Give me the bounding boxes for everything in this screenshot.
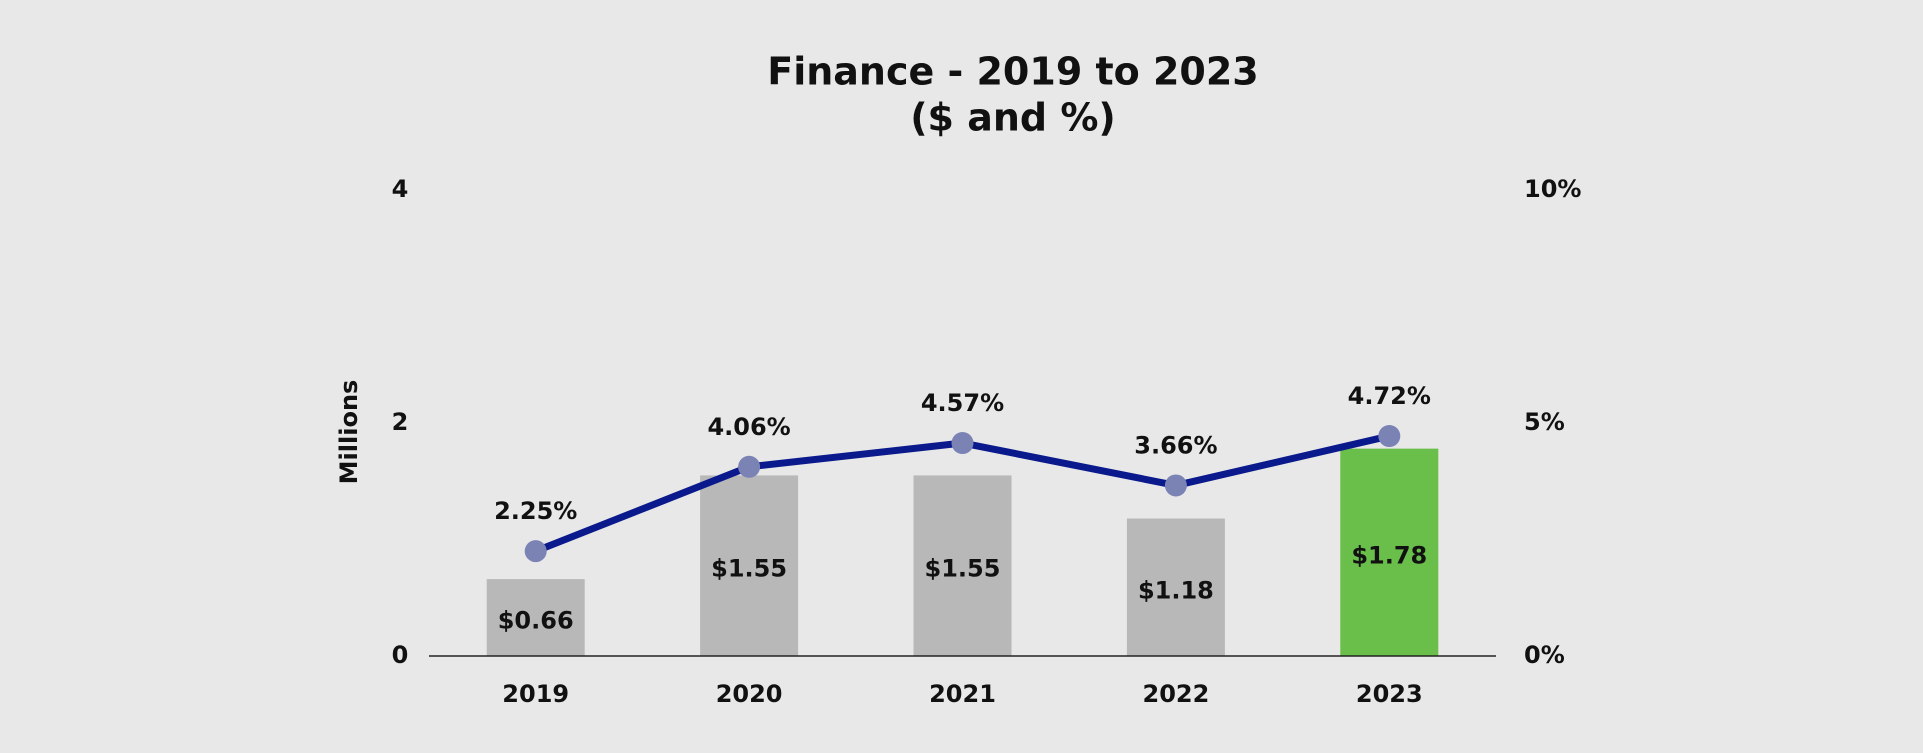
line-marker bbox=[1164, 474, 1187, 497]
bar bbox=[700, 475, 799, 656]
bar bbox=[1340, 448, 1439, 656]
line-marker bbox=[951, 432, 974, 455]
line-value-label: 2.25% bbox=[494, 497, 577, 525]
x-tick-label: 2022 bbox=[1143, 680, 1210, 708]
line-value-label: 4.06% bbox=[707, 413, 790, 441]
x-tick-label: 2023 bbox=[1356, 680, 1423, 708]
y2-tick-label: 5% bbox=[1524, 408, 1565, 436]
bar-value-label: $1.18 bbox=[1138, 576, 1214, 604]
x-tick-label: 2019 bbox=[502, 680, 569, 708]
line-marker bbox=[524, 540, 547, 563]
bar bbox=[1126, 518, 1225, 656]
y-tick-label: 4 bbox=[392, 175, 409, 203]
bar-value-label: $1.55 bbox=[925, 555, 1001, 583]
bar bbox=[486, 579, 585, 656]
chart-subtitle: ($ and %) bbox=[910, 96, 1116, 140]
y-tick-label: 2 bbox=[392, 408, 409, 436]
y-axis-label: Millions bbox=[335, 380, 363, 485]
y2-tick-label: 10% bbox=[1524, 175, 1581, 203]
line-marker bbox=[738, 455, 761, 478]
x-tick-label: 2021 bbox=[929, 680, 996, 708]
chart-title: Finance - 2019 to 2023 bbox=[767, 50, 1259, 94]
bar-value-label: $1.55 bbox=[711, 555, 787, 583]
line-value-label: 3.66% bbox=[1134, 431, 1217, 459]
bar-value-label: $0.66 bbox=[498, 607, 574, 635]
y-tick-label: 0 bbox=[392, 641, 409, 669]
y2-tick-label: 0% bbox=[1524, 641, 1565, 669]
bar bbox=[913, 475, 1012, 656]
line-value-label: 4.72% bbox=[1348, 382, 1431, 410]
x-tick-label: 2020 bbox=[716, 680, 783, 708]
line-value-label: 4.57% bbox=[921, 389, 1004, 417]
line-marker bbox=[1378, 425, 1401, 448]
bar-value-label: $1.78 bbox=[1351, 541, 1427, 569]
